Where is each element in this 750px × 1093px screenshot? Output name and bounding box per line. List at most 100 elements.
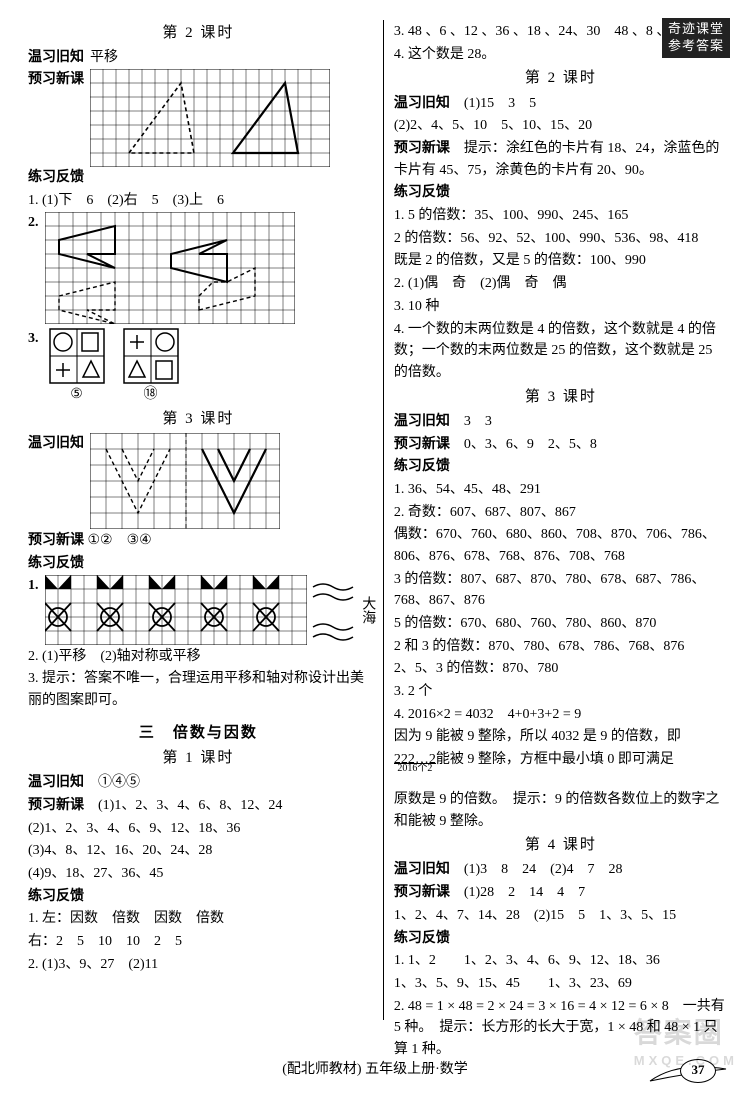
r-s4-q1a: 1. 1、2 1、2、3、4、6、9、12、18、36 <box>394 950 728 972</box>
symbol-box-5: ⑤ <box>49 328 105 406</box>
l3-review: 温习旧知 <box>28 433 369 529</box>
l3-q3: 3. 提示：答案不唯一，合理运用平移和轴对称设计出美丽的图案即可。 <box>28 668 369 711</box>
r-s2-rb: (2)2、4、5、10 5、10、15、20 <box>394 115 728 137</box>
r-s3-q4a: 4. 2016×2 = 4032 4+0+3+2 = 9 <box>394 704 728 726</box>
badge-line2: 参考答案 <box>668 38 724 55</box>
r-s3-q3: 3. 2 个 <box>394 681 728 703</box>
r-s4-feedback-label: 练习反馈 <box>394 928 728 950</box>
r-s2-q1c: 既是 2 的倍数，又是 5 的倍数：100、990 <box>394 250 728 272</box>
r-s3-q2a: 2. 奇数：607、687、807、867 <box>394 502 728 524</box>
pattern-row: 大海 <box>45 575 379 645</box>
lesson3-title: 第 3 课时 <box>28 408 369 431</box>
review-text: 平移 <box>90 47 118 69</box>
right-column: 3. 48 、6 、12 、36 、18 、24、30 48 、8 、24 4.… <box>383 20 728 1020</box>
r-s4-review-label: 温习旧知 <box>394 862 450 877</box>
r-s3-review: 温习旧知 3 3 <box>394 411 728 433</box>
r-s2-q1a: 1. 5 的倍数：35、100、990、245、165 <box>394 205 728 227</box>
r-s4-preview-label: 预习新课 <box>394 885 450 900</box>
u3s1-p2: (2)1、2、3、4、6、9、12、18、36 <box>28 818 369 840</box>
u3s1-q1a: 1. 左：因数 倍数 因数 倍数 <box>28 908 369 930</box>
r-s2-preview: 预习新课 提示：涂红色的卡片有 18、24，涂蓝色的卡片有 45、75，涂黄色的… <box>394 138 728 181</box>
l2-q1: 1. (1)下 6 (2)右 5 (3)上 6 <box>28 190 369 212</box>
r-s4-title: 第 4 课时 <box>394 834 728 857</box>
translation-grid2 <box>45 212 295 324</box>
r-s3-q2e: 2 和 3 的倍数：870、780、678、786、768、876 <box>394 636 728 658</box>
u3s1-q2: 2. (1)3、9、27 (2)11 <box>28 954 369 976</box>
r-s2-ra: (1)15 3 5 <box>464 96 536 111</box>
r-s4-pb: 1、2、4、7、14、28 (2)15 5 1、3、5、15 <box>394 905 728 927</box>
r-s3-q4c-rest: 能被 9 整除，方框中最小填 0 即可满足 <box>436 752 674 767</box>
r-s2-q3: 3. 10 种 <box>394 296 728 318</box>
l3-q1: 1. <box>28 575 369 645</box>
q3-num: 3. <box>28 328 39 350</box>
r-s3-preview-label: 预习新课 <box>394 437 450 452</box>
u3s1-preview-label: 预习新课 <box>28 798 84 813</box>
lesson2-preview-row: 预习新课 <box>28 69 369 167</box>
badge-line1: 奇迹课堂 <box>668 21 724 36</box>
r-s3-q4b: 因为 9 能被 9 整除，所以 4032 是 9 的倍数，即 <box>394 726 728 748</box>
u3s1-q1b: 右：2 5 10 10 2 5 <box>28 931 369 953</box>
r-s2-q1b: 2 的倍数：56、92、52、100、990、536、98、418 <box>394 228 728 250</box>
u3s1-review-text: ①④⑤ <box>98 775 140 790</box>
preview-label: 预习新课 <box>28 69 84 91</box>
r-s3-q4d: 原数是 9 的倍数。 提示：9 的倍数各数位上的数字之和能被 9 整除。 <box>394 789 728 832</box>
r-s2-q4: 4. 一个数的末两位数是 4 的倍数，这个数就是 4 的倍数；一个数的末两位数是… <box>394 319 728 384</box>
u3s1-feedback-label: 练习反馈 <box>28 886 369 908</box>
two-columns: 第 2 课时 温习旧知 平移 预习新课 <box>28 20 728 1020</box>
r-s2-q2: 2. (1)偶 奇 (2)偶 奇 偶 <box>394 273 728 295</box>
frac-222: 222…2 2016个2 <box>394 749 436 781</box>
u3s1-p1: (1)1、2、3、4、6、8、12、24 <box>98 798 282 813</box>
u3s1-title: 第 1 课时 <box>28 747 369 770</box>
r-s4-q2: 2. 48 = 1 × 48 = 2 × 24 = 3 × 16 = 4 × 1… <box>394 996 728 1061</box>
l2-q3: 3. ⑤ <box>28 328 369 406</box>
left-column: 第 2 课时 温习旧知 平移 预习新课 <box>28 20 375 1020</box>
footer-text: (配北师教材) 五年级上册·数学 <box>0 1059 750 1081</box>
q2-num: 2. <box>28 212 39 234</box>
r-s4-q1b: 1、3、5、9、15、45 1、3、23、69 <box>394 973 728 995</box>
r-s4-review: 温习旧知 (1)3 8 24 (2)4 7 28 <box>394 859 728 881</box>
l3-q2: 2. (1)平移 (2)轴对称或平移 <box>28 646 369 668</box>
symbol-row: ⑤ ⑱ <box>49 328 179 406</box>
page: 奇迹课堂 参考答案 第 2 课时 温习旧知 平移 预习新课 <box>0 0 750 1093</box>
u3s1-review-label: 温习旧知 <box>28 775 84 790</box>
r-s3-q2c: 3 的倍数：807、687、870、780、678、687、786、768、86… <box>394 569 728 612</box>
r-s4-rt: (1)3 8 24 (2)4 7 28 <box>464 862 623 877</box>
l3-review-label: 温习旧知 <box>28 433 84 455</box>
l3-preview: 预习新课 ①② ③④ <box>28 530 369 552</box>
r-s2-feedback-label: 练习反馈 <box>394 182 728 204</box>
r-s3-pt: 0、3、6、9 2、5、8 <box>464 437 597 452</box>
r-s3-title: 第 3 课时 <box>394 386 728 409</box>
u3s1-preview-row: 预习新课 (1)1、2、3、4、6、8、12、24 <box>28 795 369 817</box>
sym5: ⑤ <box>49 384 105 406</box>
lesson2-review-row: 温习旧知 平移 <box>28 47 369 69</box>
feedback-label: 练习反馈 <box>28 167 369 189</box>
r-s3-q4c: 222…2 2016个2 能被 9 整除，方框中最小填 0 即可满足 <box>394 749 728 781</box>
pattern-grid <box>45 575 307 645</box>
l3-q1-num: 1. <box>28 575 39 597</box>
sea-block <box>311 575 355 645</box>
r-s3-feedback-label: 练习反馈 <box>394 456 728 478</box>
r-s3-q2d: 5 的倍数：670、680、760、780、860、870 <box>394 613 728 635</box>
r-s3-q2b: 偶数：670、760、680、860、708、870、706、786、806、8… <box>394 524 728 567</box>
r-s4-preview: 预习新课 (1)28 2 14 4 7 <box>394 882 728 904</box>
r-s4-pa: (1)28 2 14 4 7 <box>464 885 585 900</box>
l3-feedback-label: 练习反馈 <box>28 553 369 575</box>
l3-preview-text: ①② ③④ <box>88 533 152 548</box>
l3-preview-label: 预习新课 <box>28 533 84 548</box>
u3s1-review: 温习旧知 ①④⑤ <box>28 772 369 794</box>
r-s3-preview: 预习新课 0、3、6、9 2、5、8 <box>394 434 728 456</box>
page-number: 37 <box>680 1059 716 1083</box>
r-s3-q2f: 2、5、3 的倍数：870、780 <box>394 658 728 680</box>
l2-q2: 2. <box>28 212 369 324</box>
frac-denom: 2016个2 <box>394 763 436 774</box>
r-s3-rt: 3 3 <box>464 414 492 429</box>
r-s2-preview-label: 预习新课 <box>394 141 450 156</box>
r-s3-q1: 1. 36、54、45、48、291 <box>394 479 728 501</box>
r-s2-review-label: 温习旧知 <box>394 96 450 111</box>
review-label: 温习旧知 <box>28 47 84 69</box>
u3s1-p4: (4)9、18、27、36、45 <box>28 863 369 885</box>
r-s2-title: 第 2 课时 <box>394 67 728 90</box>
reflection-grid <box>90 433 280 529</box>
unit3-title: 三 倍数与因数 <box>28 722 369 745</box>
translation-grid1 <box>90 69 330 167</box>
